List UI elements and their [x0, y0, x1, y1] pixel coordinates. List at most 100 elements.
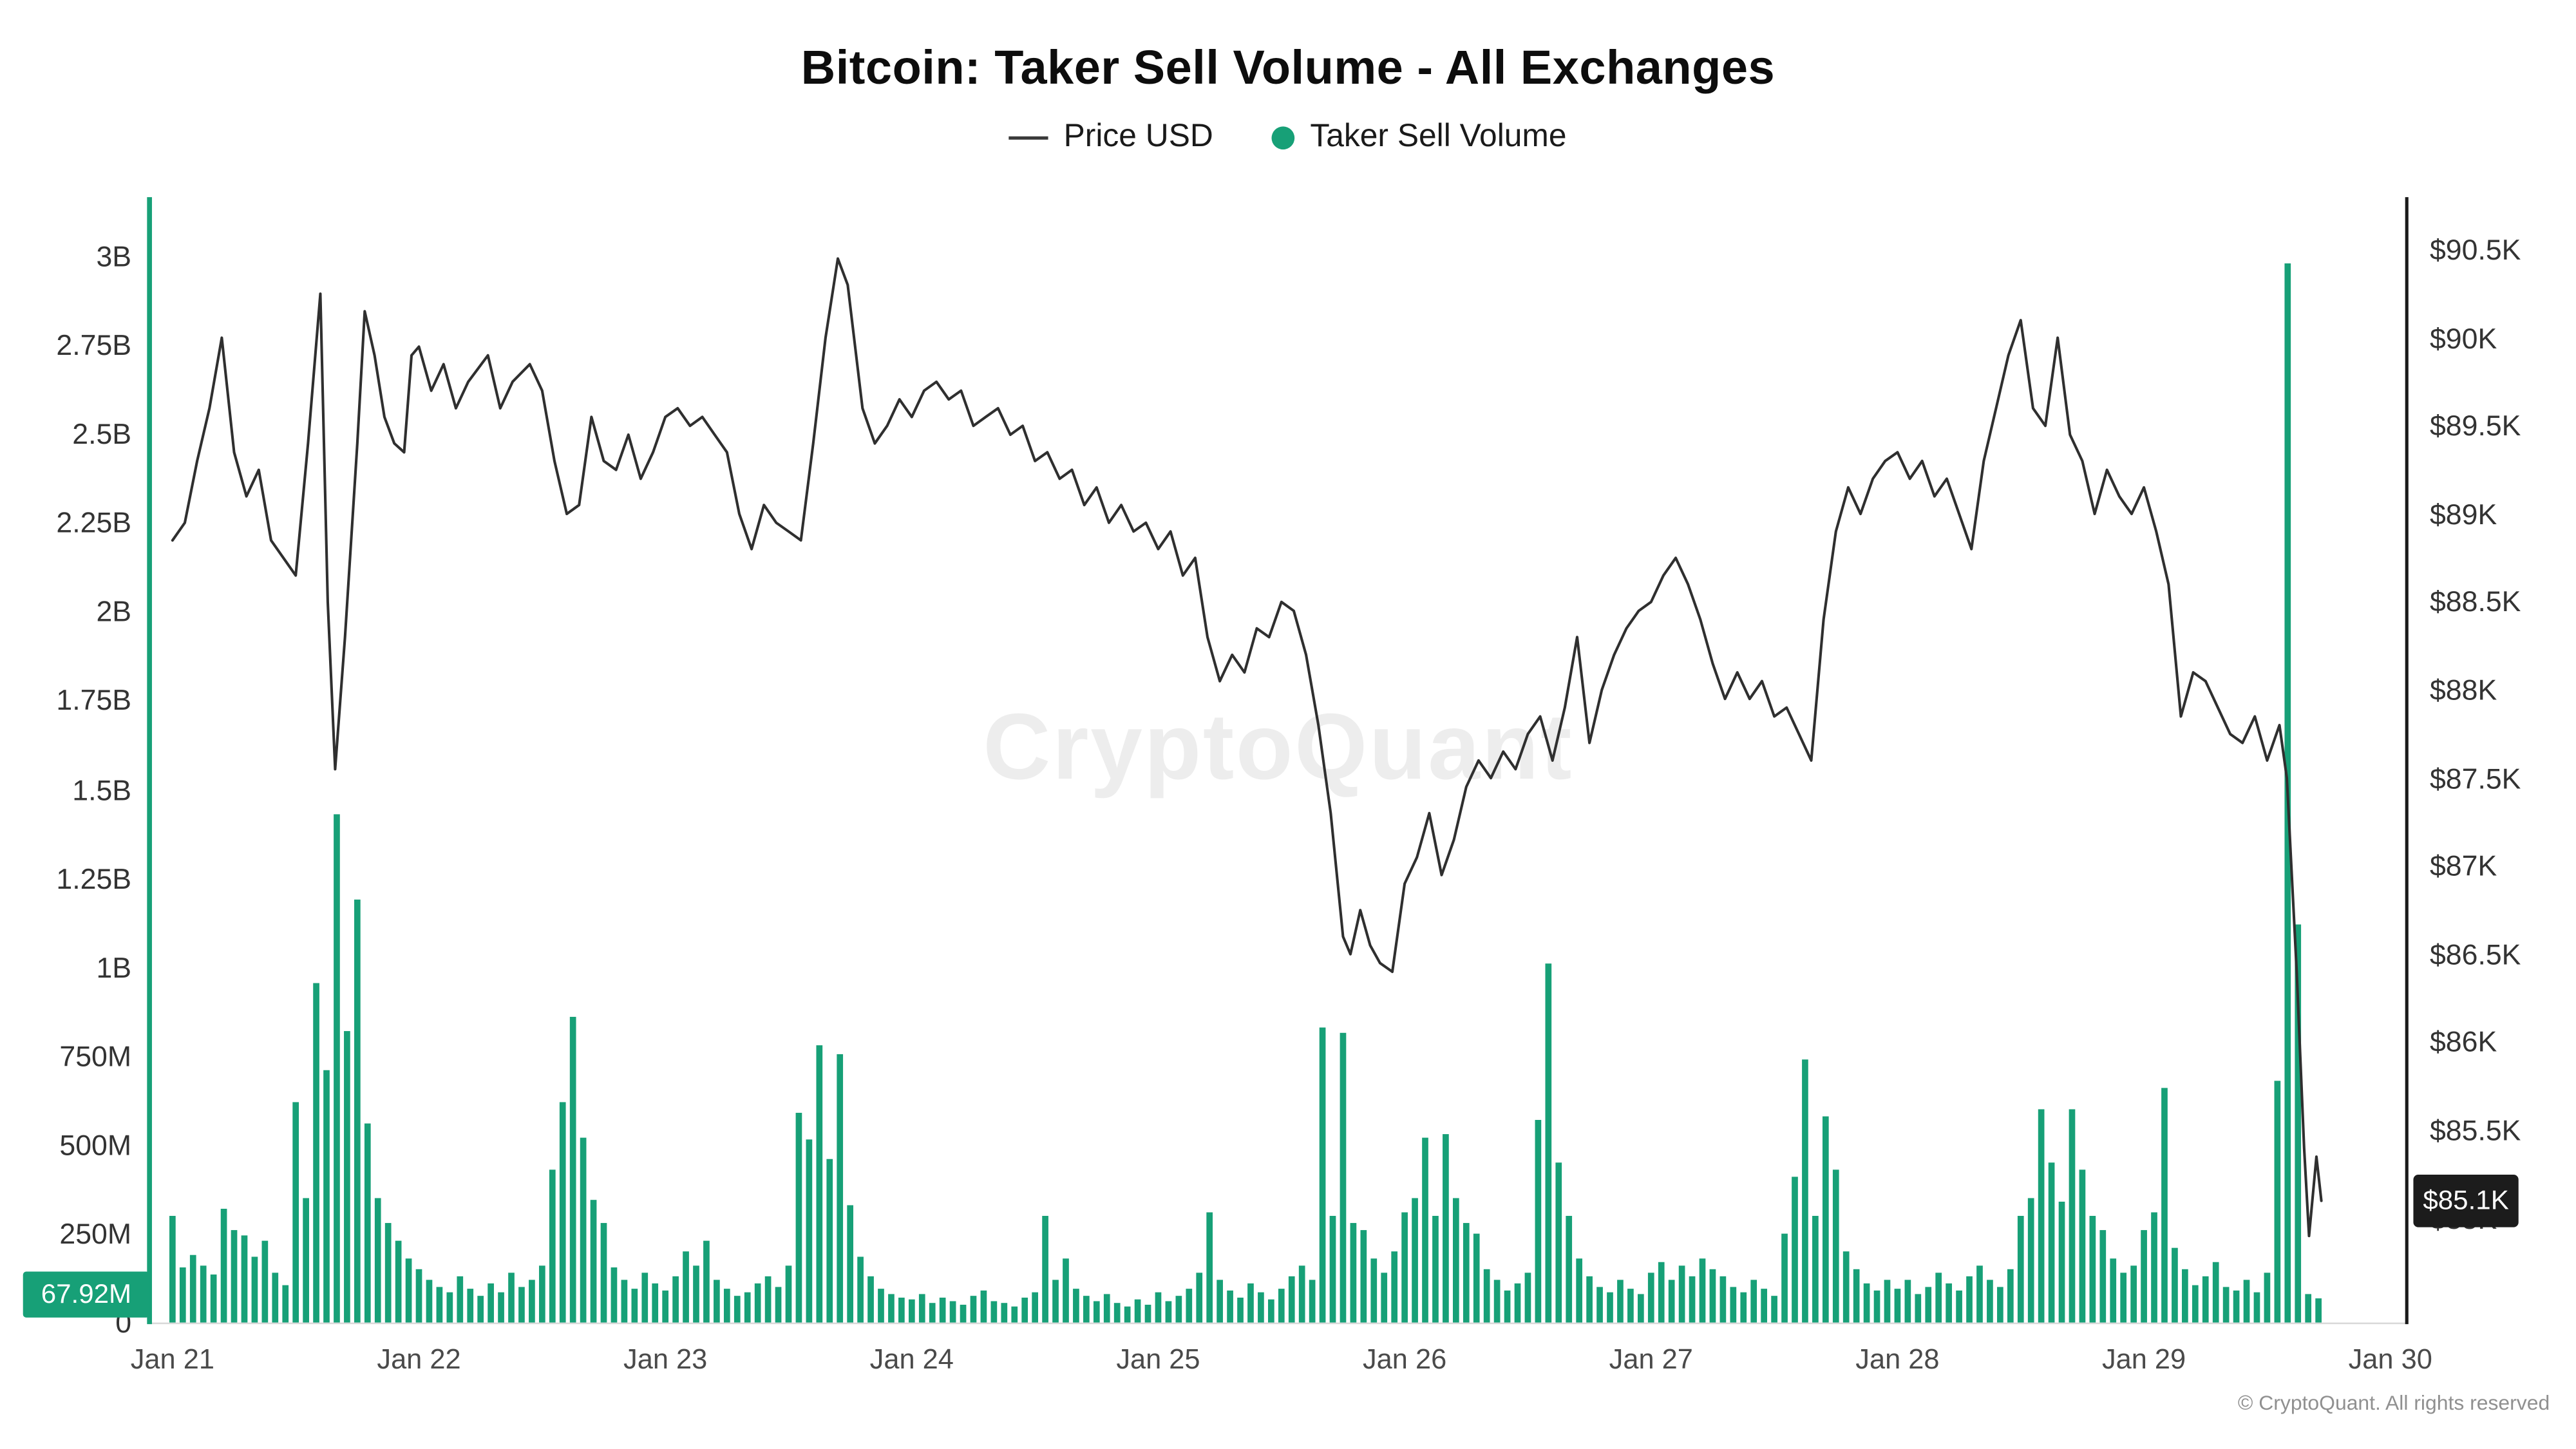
volume-bar — [2007, 1269, 2014, 1323]
volume-bar — [1915, 1294, 1922, 1323]
right-axis-tick-label: $88.5K — [2429, 585, 2521, 619]
volume-bar — [1884, 1280, 1891, 1323]
volume-bar — [1596, 1287, 1603, 1323]
volume-bar — [220, 1208, 227, 1323]
volume-bar — [2069, 1109, 2076, 1323]
volume-bar — [200, 1265, 207, 1323]
volume-bar — [826, 1159, 833, 1323]
volume-bar — [2089, 1216, 2096, 1323]
left-axis-tick-label: 1.5B — [72, 773, 132, 806]
left-axis-tick-label: 500M — [59, 1128, 132, 1162]
volume-bar — [918, 1294, 925, 1323]
right-axis-tick-label: $86.5K — [2429, 938, 2521, 971]
volume-bar — [1278, 1289, 1285, 1323]
left-axis-tick-label: 1.25B — [56, 862, 132, 895]
volume-bar — [1863, 1283, 1870, 1323]
volume-bar — [1473, 1233, 1480, 1323]
volume-bar — [1750, 1280, 1757, 1323]
volume-bar — [652, 1283, 659, 1323]
volume-bar — [415, 1269, 422, 1323]
volume-bar — [1073, 1289, 1079, 1323]
legend-item-volume[interactable]: Taker Sell Volume — [1272, 118, 1567, 156]
volume-bar — [189, 1255, 196, 1323]
volume-bar — [179, 1267, 186, 1323]
legend: Price USD Taker Sell Volume — [0, 118, 2576, 156]
volume-bar — [631, 1289, 638, 1323]
volume-bar — [949, 1301, 956, 1323]
volume-bar — [1063, 1258, 1069, 1323]
volume-bar — [939, 1297, 946, 1323]
volume-bar — [1412, 1198, 1418, 1323]
volume-bar — [2161, 1088, 2168, 1323]
volume-bar — [754, 1283, 761, 1323]
volume-bar — [990, 1301, 998, 1323]
volume-bar — [477, 1296, 484, 1323]
volume-bar — [2017, 1216, 2024, 1323]
price-line-swatch-icon — [1009, 135, 1049, 139]
volume-bar — [888, 1294, 895, 1323]
volume-bar — [498, 1292, 504, 1323]
left-axis-tick-label: 2.25B — [56, 506, 132, 540]
volume-bar — [590, 1200, 597, 1323]
volume-bar — [303, 1198, 309, 1323]
volume-bar — [2027, 1198, 2034, 1323]
volume-bar — [2243, 1280, 2250, 1323]
volume-bar — [2099, 1230, 2107, 1323]
volume-bar — [857, 1256, 864, 1323]
volume-bar — [436, 1287, 443, 1323]
left-axis-tick-label: 250M — [59, 1217, 132, 1251]
volume-bar — [1217, 1280, 1223, 1323]
volume-bar — [169, 1216, 176, 1323]
volume-bar — [2315, 1298, 2322, 1323]
volume-bar — [2038, 1109, 2045, 1323]
x-axis-tick-label: Jan 21 — [130, 1343, 214, 1376]
volume-bar — [908, 1299, 915, 1323]
volume-bar — [1381, 1273, 1388, 1323]
volume-bar — [1668, 1280, 1675, 1323]
volume-bar — [538, 1265, 545, 1323]
x-axis-tick-label: Jan 29 — [2101, 1343, 2186, 1376]
volume-bar — [1607, 1292, 1613, 1323]
right-axis-tick-label: $88K — [2429, 673, 2497, 706]
volume-dot-swatch-icon — [1272, 126, 1296, 149]
legend-item-price[interactable]: Price USD — [1009, 118, 1213, 156]
volume-bar — [2264, 1273, 2271, 1323]
left-axis-tick-label: 1.75B — [56, 684, 132, 717]
volume-bar — [2151, 1212, 2157, 1323]
volume-bar — [559, 1102, 566, 1323]
volume-bar — [580, 1137, 587, 1323]
x-axis-tick-label: Jan 23 — [623, 1343, 708, 1376]
volume-bar — [529, 1280, 535, 1323]
volume-bar — [1144, 1304, 1151, 1323]
left-axis-tick-label: 3B — [96, 240, 132, 273]
volume-bar — [898, 1297, 905, 1323]
volume-bar — [1186, 1289, 1193, 1323]
volume-bar — [1175, 1296, 1182, 1323]
volume-bar — [1155, 1292, 1162, 1323]
volume-bar — [1340, 1032, 1347, 1323]
volume-bar — [1083, 1296, 1090, 1323]
volume-bar — [1032, 1292, 1038, 1323]
volume-bar — [549, 1170, 556, 1323]
volume-bar — [1647, 1273, 1654, 1323]
volume-bar — [1011, 1306, 1018, 1323]
volume-bar — [1443, 1134, 1449, 1323]
volume-bar — [1319, 1027, 1326, 1323]
volume-bar — [2305, 1294, 2312, 1323]
volume-bar — [292, 1102, 299, 1323]
volume-bar — [2274, 1081, 2281, 1323]
right-axis-tick-label: $89K — [2429, 497, 2497, 531]
latest-price-badge: $85.1K — [2413, 1174, 2519, 1227]
volume-bar — [1329, 1216, 1336, 1323]
volume-bar — [1535, 1120, 1542, 1323]
volume-bar — [1124, 1306, 1131, 1323]
right-axis-tick-label: $85.5K — [2429, 1113, 2521, 1147]
volume-bar — [2295, 924, 2302, 1323]
volume-bar — [1545, 963, 1552, 1323]
right-axis-tick-label: $90K — [2429, 321, 2497, 354]
volume-bar — [847, 1205, 853, 1323]
volume-bar — [960, 1304, 967, 1323]
volume-bar — [2048, 1162, 2055, 1323]
volume-bar — [1052, 1280, 1059, 1323]
